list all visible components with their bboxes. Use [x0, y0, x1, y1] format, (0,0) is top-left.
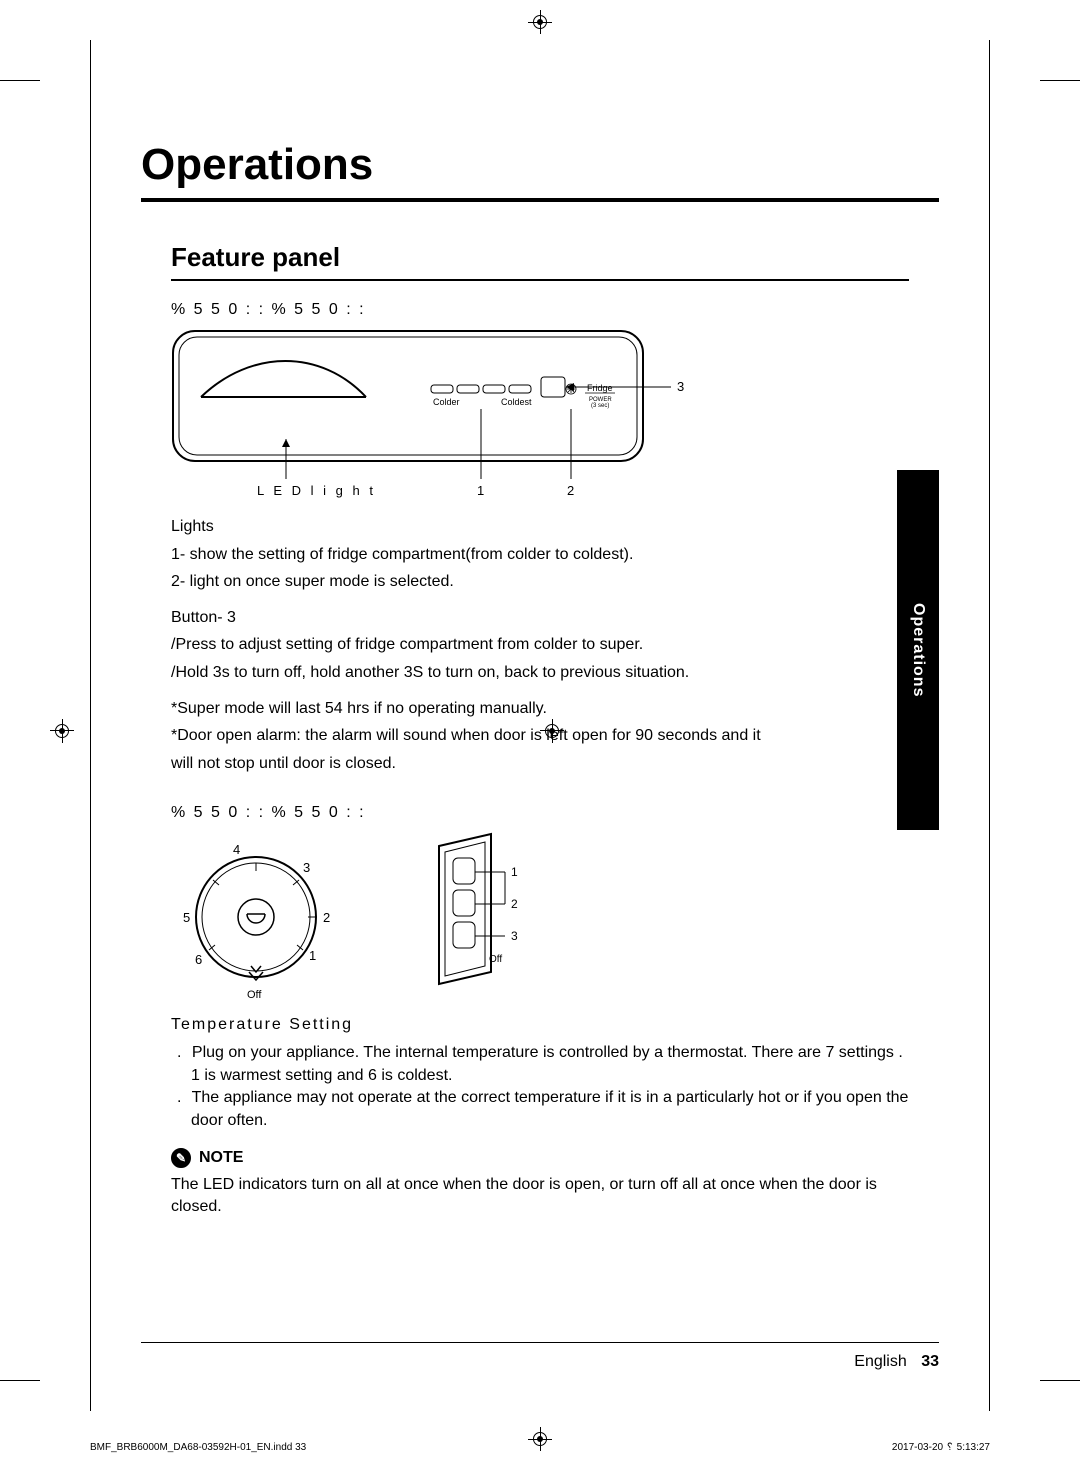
svg-text:2: 2 — [511, 897, 518, 911]
note-row: ✎ NOTE — [171, 1148, 909, 1168]
crop-mark — [1040, 80, 1080, 81]
model-a-code: % 5 5 0 : : % 5 5 0 : : — [171, 301, 909, 319]
registration-mark — [50, 719, 74, 743]
feature-panel-diagram: Fridge POWER (3 sec) Colder Coldest 3 L … — [171, 329, 691, 499]
button-heading: Button- 3 — [171, 607, 909, 629]
lights-heading: Lights — [171, 516, 909, 538]
side-tab-label: Operations — [909, 603, 927, 697]
note-label: NOTE — [199, 1149, 243, 1167]
power-sub: (3 sec) — [591, 403, 609, 409]
star-1: *Super mode will last 54 hrs if no opera… — [171, 698, 909, 720]
callout-3: 3 — [677, 379, 684, 394]
crop-mark — [1040, 1380, 1080, 1381]
bullet-2: . The appliance may not operate at the c… — [171, 1087, 909, 1132]
indd-timestamp: 2017-03-20 ␦ 5:13:27 — [892, 1442, 990, 1453]
crop-mark — [0, 1380, 40, 1381]
print-meta: BMF_BRB6000M_DA68-03592H-01_EN.indd 33 2… — [90, 1442, 990, 1453]
svg-text:2: 2 — [323, 910, 330, 925]
svg-text:Off: Off — [489, 954, 502, 965]
svg-text:1: 1 — [309, 948, 316, 963]
bullet-2-text: The appliance may not operate at the cor… — [191, 1089, 908, 1128]
footer-language: English — [854, 1353, 906, 1370]
callout-1: 1 — [477, 483, 484, 498]
svg-text:6: 6 — [195, 952, 202, 967]
lights-line-2: 2- light on once super mode is selected. — [171, 571, 909, 593]
page-container: Operations Feature panel % 5 5 0 : : % 5… — [90, 40, 990, 1411]
registration-mark — [528, 10, 552, 34]
content-area: Feature panel % 5 5 0 : : % 5 5 0 : : — [141, 242, 939, 1219]
dial-row: 1 2 3 4 5 6 Off 1 — [171, 832, 909, 1002]
button-line-2: /Hold 3s to turn off, hold another 3S to… — [171, 662, 909, 684]
svg-text:1: 1 — [511, 865, 518, 879]
lights-block: Lights 1- show the setting of fridge com… — [171, 516, 909, 593]
fridge-label: Fridge — [587, 383, 613, 393]
bullet-marker: . — [177, 1044, 181, 1061]
notes-block: *Super mode will last 54 hrs if no opera… — [171, 698, 909, 775]
svg-text:Off: Off — [247, 989, 262, 1001]
note-body: The LED indicators turn on all at once w… — [171, 1174, 909, 1219]
temperature-dial-diagram: 1 2 3 4 5 6 Off — [171, 832, 341, 1002]
temperature-slider-diagram: 1 2 3 Off — [431, 832, 551, 1002]
bullet-1: . Plug on your appliance. The internal t… — [171, 1042, 909, 1087]
note-icon: ✎ — [171, 1148, 191, 1168]
coldest-label: Coldest — [501, 397, 532, 407]
bullet-1-text: Plug on your appliance. The internal tem… — [191, 1044, 903, 1083]
crop-mark — [0, 80, 40, 81]
footer-page-number: 33 — [921, 1353, 939, 1370]
led-label: L E D l i g h t — [257, 483, 376, 498]
button-line-1: /Press to adjust setting of fridge compa… — [171, 634, 909, 656]
indd-file: BMF_BRB6000M_DA68-03592H-01_EN.indd 33 — [90, 1442, 306, 1453]
side-tab: Operations — [897, 470, 939, 830]
star-2: *Door open alarm: the alarm will sound w… — [171, 725, 909, 747]
svg-text:4: 4 — [233, 842, 240, 857]
button-block: Button- 3 /Press to adjust setting of fr… — [171, 607, 909, 684]
page-title: Operations — [141, 140, 939, 202]
bullet-marker: . — [177, 1089, 181, 1106]
callout-2: 2 — [567, 483, 574, 498]
svg-text:3: 3 — [303, 860, 310, 875]
model-b-code: % 5 5 0 : : % 5 5 0 : : — [171, 804, 909, 822]
colder-label: Colder — [433, 397, 460, 407]
lights-line-1: 1- show the setting of fridge compartmen… — [171, 544, 909, 566]
svg-text:5: 5 — [183, 910, 190, 925]
section-title: Feature panel — [171, 242, 909, 281]
svg-text:3: 3 — [511, 929, 518, 943]
temperature-heading: Temperature Setting — [171, 1016, 909, 1034]
star-3: will not stop until door is closed. — [171, 753, 909, 775]
page-footer: English 33 — [141, 1342, 939, 1371]
